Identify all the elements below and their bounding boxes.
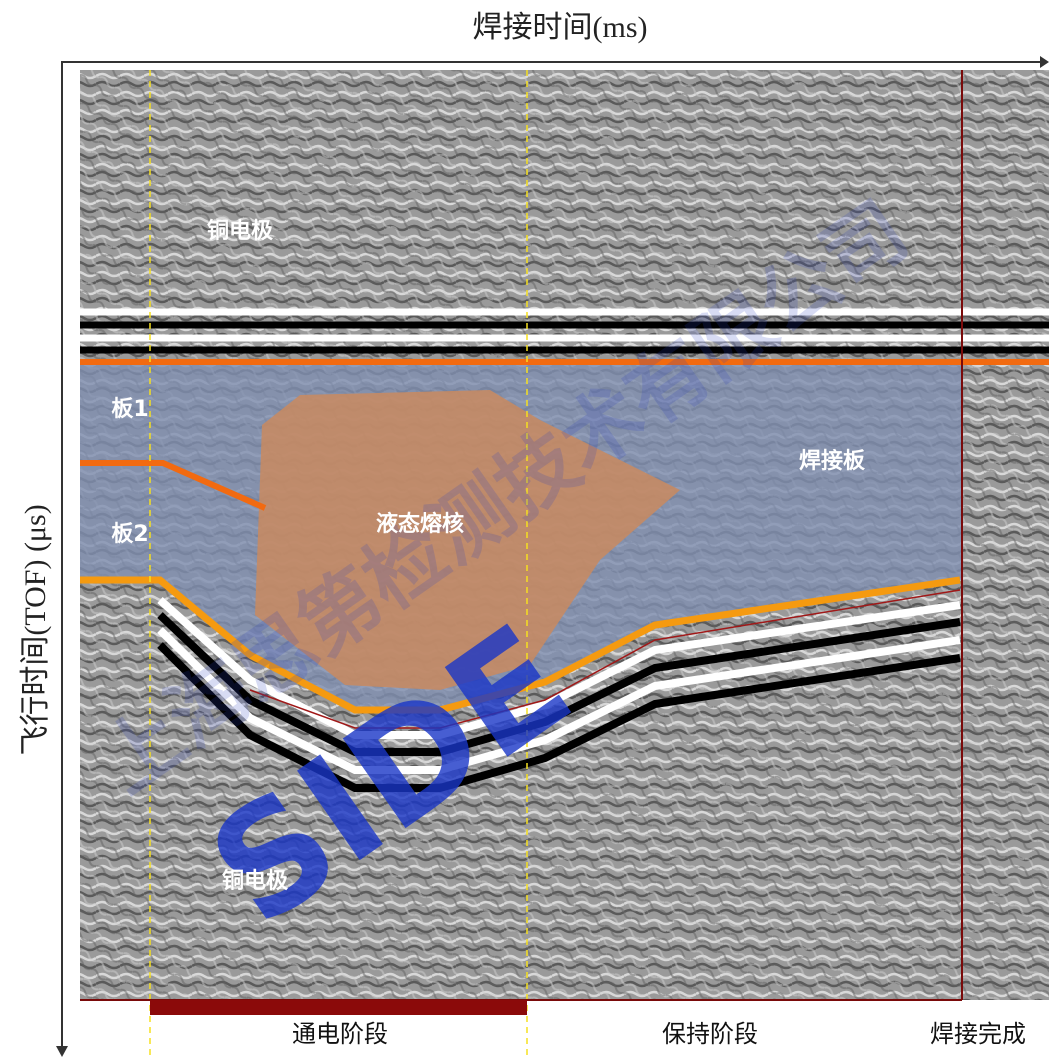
page: 上海思第检测技术有限公司 SIDE 焊接时间(ms) 飞行时间(TOF) (μs… [0,0,1049,1057]
region-label: 焊接板 [799,449,866,474]
region-label: 板1 [111,397,148,422]
phase-label: 通电阶段 [292,1020,388,1048]
y-arrow [56,1046,68,1057]
phase-label: 保持阶段 [662,1020,758,1048]
x-axis-label: 焊接时间(ms) [473,11,648,44]
region-label: 铜电极 [207,218,274,244]
x-arrow [1040,56,1049,68]
region-label: 液态熔核 [376,511,464,537]
region-label: 板2 [111,522,148,547]
phase-label: 焊接完成 [930,1020,1026,1048]
diagram: 上海思第检测技术有限公司 SIDE 焊接时间(ms) 飞行时间(TOF) (μs… [0,0,1049,1057]
current-bar [150,1000,527,1015]
region-label: 铜电极 [222,868,289,894]
y-axis-label: 飞行时间(TOF) (μs) [19,504,52,755]
